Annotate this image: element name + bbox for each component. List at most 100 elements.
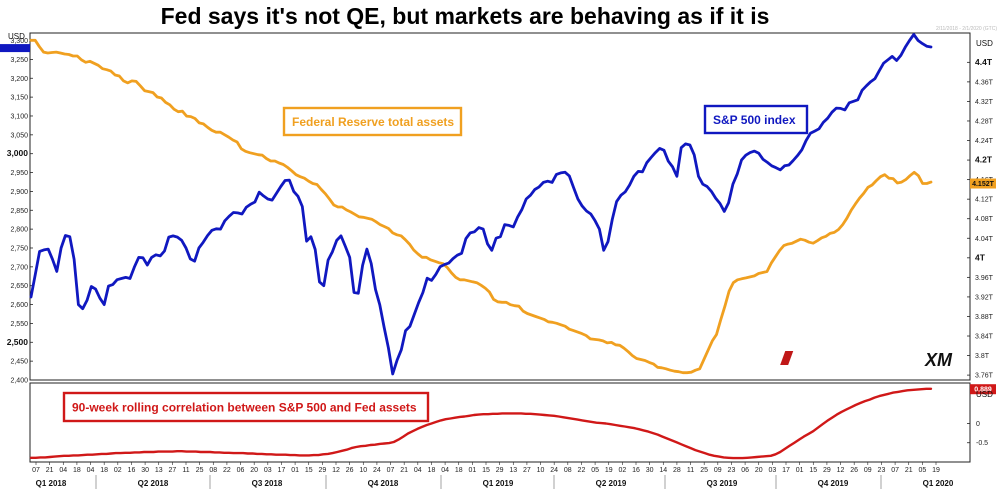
left-tick-label: 2,400: [10, 378, 28, 385]
x-month-label: 15: [305, 467, 313, 474]
axis-tick-labels: 2,400 2,450 2,500 2,550 2,600 2,650 2,700 2,750…: [7, 38, 994, 488]
x-month-label: 06: [741, 467, 749, 474]
left-axis-unit: USD: [8, 32, 25, 41]
x-month-label: 20: [755, 467, 763, 474]
fed-last-value-tag: 4.152T: [970, 178, 996, 189]
left-tick-label: 2,850: [10, 208, 28, 215]
lower-tick-label: -0.5: [976, 440, 988, 447]
right-tick-label: 4T: [975, 252, 986, 262]
x-month-label: 21: [400, 467, 408, 474]
xm-logo: XM: [780, 350, 953, 370]
sp500-line: [29, 33, 933, 376]
x-month-label: 15: [809, 467, 817, 474]
x-quarter-label: Q3 2019: [707, 479, 738, 488]
x-month-label: 04: [59, 467, 67, 474]
x-month-label: 18: [428, 467, 436, 474]
xm-logo-text: XM: [924, 350, 953, 370]
x-month-label: 05: [918, 467, 926, 474]
x-month-label: 17: [278, 467, 286, 474]
date-range-caption: 2/11/2018 - 2/1/2020 (GTC): [936, 26, 997, 32]
left-tick-label: 2,500: [7, 337, 29, 347]
chart-axes: [29, 32, 971, 489]
correlation-last-value-tag: 0.889: [970, 384, 996, 395]
x-month-label: 23: [728, 467, 736, 474]
x-month-label: 03: [264, 467, 272, 474]
chart-title: Fed says it's not QE, but markets are be…: [161, 3, 770, 29]
lower-panel-frame: [29, 382, 971, 463]
x-month-label: 01: [796, 467, 804, 474]
sp500-annotation-text: S&P 500 index: [713, 113, 796, 127]
sp500-left-marker: [0, 44, 30, 53]
x-month-label: 09: [714, 467, 722, 474]
right-tick-label: 3.92T: [975, 294, 994, 301]
lower-axis-unit: USD: [976, 390, 993, 399]
x-month-label: 07: [387, 467, 395, 474]
x-quarter-label: Q4 2018: [368, 479, 399, 488]
left-tick-label: 3,100: [10, 113, 28, 120]
x-month-label: 13: [155, 467, 163, 474]
x-month-label: 10: [359, 467, 367, 474]
x-month-label: 02: [114, 467, 122, 474]
fed-assets-annotation: Federal Reserve total assets: [282, 106, 463, 137]
right-tick-label: 4.12T: [975, 197, 994, 204]
x-month-label: 04: [441, 467, 449, 474]
right-tick-label: 4.32T: [975, 99, 994, 106]
correlation-last-value-box: [970, 384, 996, 395]
left-tick-label: 2,550: [10, 321, 28, 328]
x-month-label: 21: [46, 467, 54, 474]
x-month-label: 22: [578, 467, 586, 474]
right-tick-label: 4.04T: [975, 236, 994, 243]
x-month-label: 12: [837, 467, 845, 474]
x-month-label: 11: [182, 467, 189, 474]
series-layer: [29, 33, 933, 460]
x-month-label: 01: [291, 467, 299, 474]
x-month-label: 18: [455, 467, 463, 474]
left-tick-label: 3,200: [10, 76, 28, 83]
x-month-label: 30: [141, 467, 149, 474]
left-tick-label: 2,750: [10, 245, 28, 252]
correlation-annotation: 90-week rolling correlation between S&P …: [62, 391, 430, 423]
x-quarter-label: Q2 2019: [596, 479, 627, 488]
right-tick-label: 3.76T: [975, 373, 994, 380]
x-month-label: 13: [509, 467, 517, 474]
x-quarter-label: Q4 2019: [818, 479, 849, 488]
annotations-layer: 4.152T 0.889 Federal Reserve total assets S…: [0, 44, 996, 423]
left-tick-label: 2,700: [10, 264, 28, 271]
right-axis-unit: USD: [976, 39, 993, 48]
left-tick-label: 2,900: [10, 189, 28, 196]
right-tick-label: 4.28T: [975, 118, 994, 125]
left-tick-label: 2,450: [10, 359, 28, 366]
x-month-label: 04: [414, 467, 422, 474]
x-month-label: 08: [564, 467, 572, 474]
x-month-label: 26: [850, 467, 858, 474]
x-month-label: 09: [864, 467, 872, 474]
x-month-label: 19: [932, 467, 940, 474]
x-month-label: 16: [128, 467, 136, 474]
x-month-label: 20: [250, 467, 258, 474]
x-month-label: 25: [196, 467, 204, 474]
correlation-last-value-text: 0.889: [974, 387, 992, 394]
left-tick-label: 3,000: [7, 148, 29, 158]
x-month-label: 29: [823, 467, 831, 474]
fed-assets-annotation-frame: [282, 106, 463, 137]
x-month-label: 02: [618, 467, 626, 474]
x-month-label: 11: [687, 467, 694, 474]
x-month-label: 15: [482, 467, 490, 474]
x-month-label: 24: [373, 467, 381, 474]
x-month-label: 07: [891, 467, 899, 474]
left-tick-label: 3,050: [10, 132, 28, 139]
left-tick-label: 2,600: [10, 302, 28, 309]
x-month-label: 12: [332, 467, 340, 474]
x-month-label: 27: [168, 467, 176, 474]
x-month-label: 27: [523, 467, 531, 474]
fed-assets-line: [29, 38, 933, 375]
left-tick-label: 3,250: [10, 57, 28, 64]
x-month-label: 01: [468, 467, 476, 474]
right-tick-label: 3.88T: [975, 314, 994, 321]
x-month-label: 14: [659, 467, 667, 474]
x-quarter-label: Q2 2018: [138, 479, 169, 488]
right-tick-label: 4.08T: [975, 216, 994, 223]
x-quarter-label: Q3 2018: [252, 479, 283, 488]
x-month-label: 29: [318, 467, 326, 474]
